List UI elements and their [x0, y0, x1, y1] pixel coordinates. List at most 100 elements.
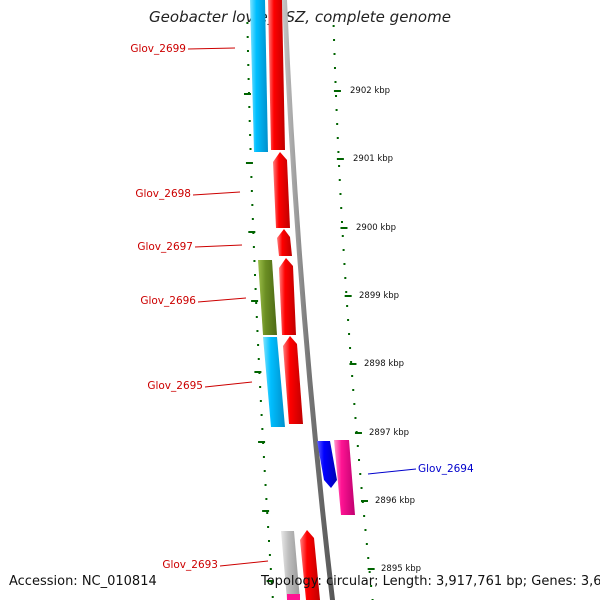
- gene-block-2695-red[interactable]: [283, 336, 303, 424]
- minor-tick-dot: [271, 596, 274, 598]
- gene-label-leaders: [187, 47, 417, 567]
- minor-tick-dot: [255, 316, 258, 318]
- major-tick: [349, 363, 357, 365]
- minor-tick-dot: [267, 526, 270, 528]
- gene-block-2693-grey[interactable]: [281, 531, 300, 600]
- minor-tick-dot: [257, 358, 260, 360]
- major-tick: [248, 231, 256, 233]
- minor-tick-dot: [248, 120, 251, 122]
- gene-label-leader: [197, 297, 247, 303]
- gene-label-2694[interactable]: Glov_2694: [418, 463, 474, 475]
- gene-label-leader: [194, 244, 243, 248]
- gene-label-2697[interactable]: Glov_2697: [137, 241, 193, 253]
- tick-label-2900: 2900 kbp: [356, 223, 396, 233]
- gene-label-2695[interactable]: Glov_2695: [147, 380, 203, 392]
- minor-tick-dot: [347, 319, 350, 321]
- minor-tick-dot: [367, 557, 370, 559]
- tick-label-2898: 2898 kbp: [364, 359, 404, 369]
- minor-tick-dot: [252, 246, 255, 248]
- minor-tick-dot: [359, 473, 362, 475]
- gene-label-2699[interactable]: Glov_2699: [130, 43, 186, 55]
- major-tick: [266, 580, 274, 582]
- major-tick: [254, 371, 262, 373]
- minor-tick-dot: [262, 456, 265, 458]
- gene-label-leader: [367, 468, 417, 475]
- gene-label-leader: [187, 47, 236, 50]
- minor-tick-dot: [358, 459, 361, 461]
- chromosome-backbone: [282, 0, 335, 600]
- minor-tick-dot: [368, 571, 371, 573]
- minor-tick-dot: [266, 512, 269, 514]
- gene-block-2695-cyan[interactable]: [263, 337, 285, 427]
- tick-label-2897: 2897 kbp: [369, 428, 409, 438]
- gene-label-leader: [204, 381, 253, 388]
- gene-label-2698[interactable]: Glov_2698: [135, 188, 191, 200]
- major-tick: [258, 441, 266, 443]
- minor-tick-dot: [353, 403, 356, 405]
- kbp-tick-labels: 2902 kbp 2901 kbp 2900 kbp 2899 kbp 2898…: [350, 86, 421, 574]
- minor-tick-dot: [259, 400, 262, 402]
- minor-tick-dot: [338, 179, 341, 181]
- minor-tick-dot: [265, 498, 268, 500]
- gene-block-2696-olive[interactable]: [258, 260, 277, 335]
- minor-tick-dot: [248, 106, 251, 108]
- minor-tick-dot: [336, 137, 339, 139]
- minor-tick-dot: [346, 305, 349, 307]
- gene-block-2699-cyan[interactable]: [250, 0, 268, 152]
- map-title: Geobacter lovleyi SZ, complete genome: [149, 8, 451, 26]
- minor-tick-dot: [253, 260, 256, 262]
- minor-tick-dot: [255, 302, 258, 304]
- gene-block-2693-red[interactable]: [300, 530, 320, 600]
- gene-block-2694-magenta[interactable]: [334, 440, 355, 515]
- minor-tick-dot: [340, 221, 343, 223]
- gene-label-2696[interactable]: Glov_2696: [140, 295, 196, 307]
- minor-tick-dot: [246, 22, 249, 24]
- major-tick: [367, 568, 375, 570]
- minor-tick-dot: [333, 53, 336, 55]
- tick-label-2901: 2901 kbp: [353, 154, 393, 164]
- major-tick: [336, 158, 344, 160]
- minor-tick-dot: [348, 333, 351, 335]
- gene-block-bottom-magenta[interactable]: [287, 594, 300, 600]
- minor-tick-dot: [261, 428, 264, 430]
- gene-block-2698[interactable]: [273, 152, 290, 228]
- minor-tick-dot: [260, 414, 263, 416]
- minor-tick-dot: [264, 484, 267, 486]
- major-tick: [361, 500, 368, 502]
- minor-tick-dot: [344, 277, 347, 279]
- minor-tick-dot: [249, 148, 252, 150]
- minor-tick-dot: [254, 288, 257, 290]
- gene-labels: Glov_2699 Glov_2698 Glov_2697 Glov_2696 …: [130, 43, 474, 571]
- minor-tick-dot: [256, 330, 259, 332]
- gene-label-2693[interactable]: Glov_2693: [162, 559, 218, 571]
- minor-tick-dot: [270, 582, 273, 584]
- tick-label-2895: 2895 kbp: [381, 564, 421, 574]
- minor-tick-dot: [257, 344, 260, 346]
- minor-tick-dot: [365, 543, 368, 545]
- gene-label-leader: [192, 191, 241, 196]
- minor-tick-dot: [339, 193, 342, 195]
- gene-block-2699-red[interactable]: [268, 0, 285, 150]
- minor-tick-dot: [343, 263, 346, 265]
- minor-tick-dot: [351, 375, 354, 377]
- minor-tick-dot: [349, 347, 352, 349]
- minor-tick-dot: [363, 515, 366, 517]
- minor-tick-dot: [333, 67, 336, 69]
- gene-block-2697[interactable]: [277, 229, 292, 256]
- tick-label-2902: 2902 kbp: [350, 86, 390, 96]
- minor-tick-dot: [332, 25, 335, 27]
- minor-tick-dot: [370, 585, 373, 587]
- minor-tick-dot: [345, 291, 348, 293]
- gene-block-2696-red[interactable]: [279, 258, 296, 335]
- tick-label-2899: 2899 kbp: [359, 291, 399, 301]
- minor-tick-dot: [340, 207, 343, 209]
- minor-tick-dot: [247, 64, 250, 66]
- minor-tick-dot: [246, 50, 249, 52]
- minor-tick-dot: [250, 190, 253, 192]
- minor-tick-dot: [364, 529, 367, 531]
- minor-tick-dot: [259, 386, 262, 388]
- minor-tick-dot: [335, 109, 338, 111]
- minor-tick-dot: [251, 204, 254, 206]
- gene-block-2694-blue[interactable]: [317, 441, 337, 488]
